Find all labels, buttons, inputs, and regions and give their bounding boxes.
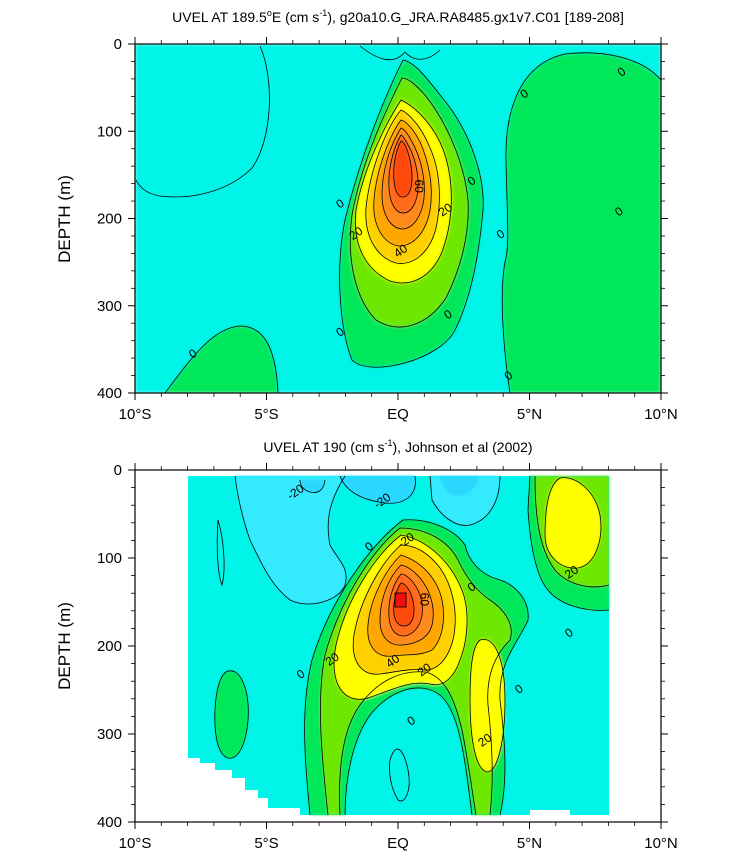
bottom-contour-0-left [214,670,249,759]
bottom-x-tick-label: 10°N [644,835,678,852]
top-panel: UVEL AT 189.5oE (cm s-1), g20a10.G_JRA.R… [55,8,678,423]
bottom-band-lt-m20-surface [340,476,416,504]
bottom-title: UVEL AT 190 (cm s-1), Johnson et al (200… [263,438,532,455]
bottom-contour-40 [367,554,444,657]
bottom-x-tick-label: 5°N [517,835,542,852]
bottom-contour-10-right [534,475,610,588]
bottom-contour-0-right [527,475,610,611]
bottom-band-gt-80 [394,592,407,608]
top-contour-lines [135,45,661,393]
bottom-contour-10-center [320,527,512,816]
top-y-tick-label: 100 [97,123,122,140]
top-contour-20 [354,99,452,284]
bottom-band-m20-m10-left [235,476,347,605]
bottom-y-tick-label: 100 [97,550,122,567]
top-x-tick-label: EQ [387,406,409,423]
bottom-band-0-10-left [214,670,249,759]
top-contour-50 [381,127,425,230]
top-contour-40 [373,119,432,247]
bottom-panel: UVEL AT 190 (cm s-1), Johnson et al (200… [55,438,678,852]
bottom-band-lt-m20-right [440,476,480,496]
bottom-contour-m10-left [234,475,347,605]
top-x-tick-label: 5°S [254,406,278,423]
top-contour-0-upperleft [135,45,270,198]
bottom-contour-10-inner [339,671,477,816]
top-contour-0-lowerleft [164,325,279,393]
bottom-contour-m20-small [299,479,326,493]
top-contour-30 [365,109,440,264]
bottom-y-tick-label: 300 [97,726,122,743]
top-contour-0-right [501,52,661,393]
top-band-negative-light [136,46,270,197]
bottom-x-tick-label: 5°S [254,835,278,852]
bottom-axes: 10°S 5°S EQ 5°N 10°N 0 100 200 300 400 [97,462,678,852]
top-contour-label: 60 [412,180,426,194]
top-x-tick-label: 10°S [119,406,152,423]
bottom-y-tick-label: 0 [114,462,122,479]
top-contour-70 [393,140,413,198]
top-contour-60 [388,134,419,214]
bottom-contour-m10-right [429,475,501,526]
bottom-contour-20-side [469,638,506,773]
top-contour-10 [349,77,469,328]
bottom-x-tick-label: EQ [387,835,409,852]
top-y-tick-label: 200 [97,211,122,228]
top-contour-neg-surface [359,45,441,60]
bottom-band-lt-m20-small [300,480,325,493]
bottom-contour-0-center [304,519,529,816]
top-y-tick-label: 300 [97,298,122,315]
top-x-tick-label: 10°N [644,406,678,423]
bottom-band-20-30-right [545,477,601,569]
bottom-contour-20-right [544,477,602,569]
top-contour-0-center [339,59,484,368]
bottom-contour-label: 60 [417,593,431,607]
top-x-tick-label: 5°N [517,406,542,423]
top-band-0-10-right [502,52,661,393]
top-title: UVEL AT 189.5oE (cm s-1), g20a10.G_JRA.R… [172,8,624,25]
bottom-contour-m20 [339,475,416,504]
top-band-70-80 [393,141,412,197]
top-y-tick-label: 400 [97,385,122,402]
bottom-y-axis-label: DEPTH (m) [55,602,74,690]
bottom-contour-20-center [333,534,468,700]
bottom-contour-30 [352,544,456,675]
bottom-y-tick-label: 200 [97,638,122,655]
bottom-band-20-30-side [470,639,505,772]
bottom-contour-lines [214,475,610,816]
bottom-contour-0-inner [344,687,473,816]
top-band-0-10-left [165,326,278,393]
bottom-contour-70 [393,582,415,627]
bottom-contour-50 [379,564,434,646]
top-axes: 10°S 5°S EQ 5°N 10°N 0 100 200 300 400 [97,36,678,423]
bottom-x-tick-label: 10°S [119,835,152,852]
bottom-contour-neg-lower [389,748,410,802]
top-y-axis-label: DEPTH (m) [55,175,74,263]
top-y-tick-label: 0 [114,36,122,53]
bottom-y-tick-label: 400 [97,814,122,831]
bottom-contour-neg-left-mid [216,519,225,587]
bottom-contour-60 [388,573,423,637]
